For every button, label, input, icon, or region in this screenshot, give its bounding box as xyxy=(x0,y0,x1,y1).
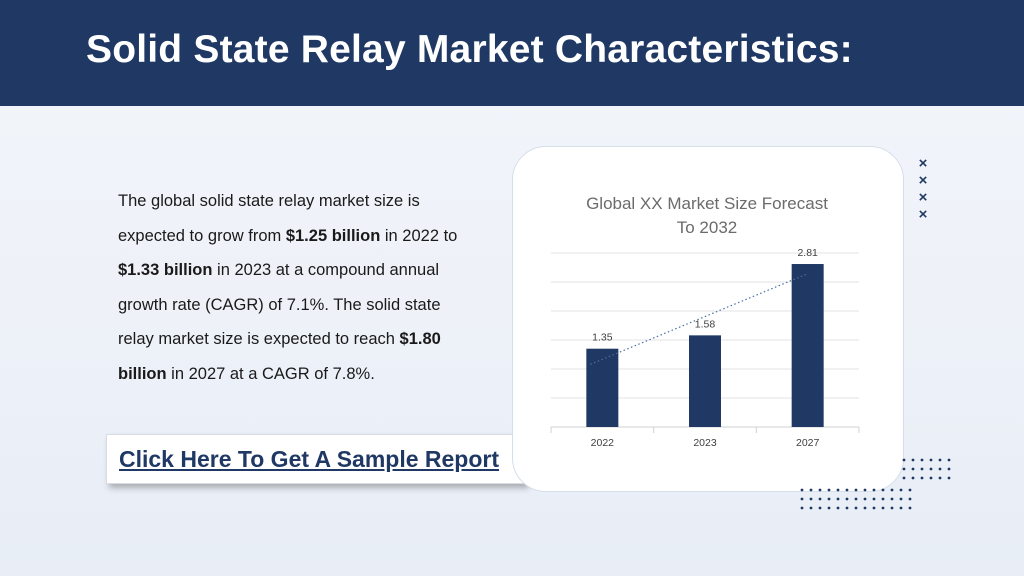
dot xyxy=(920,476,924,480)
x-mark-icon: × xyxy=(918,206,928,223)
dot xyxy=(899,506,903,510)
dot-grid-decoration-bottom xyxy=(800,488,912,510)
dot xyxy=(872,488,876,492)
page-title: Solid State Relay Market Characteristics… xyxy=(86,28,853,71)
dot xyxy=(845,488,849,492)
dot xyxy=(890,506,894,510)
bar-2022 xyxy=(586,348,619,427)
x-mark-icon: × xyxy=(918,189,928,206)
dot xyxy=(827,506,831,510)
dot xyxy=(947,467,951,471)
bar-2023 xyxy=(689,335,721,427)
desc-text-3: in 2023 at a compound annual growth rate… xyxy=(118,261,441,348)
dot xyxy=(863,506,867,510)
dot xyxy=(899,488,903,492)
dot xyxy=(809,506,813,510)
dot xyxy=(800,506,804,510)
dot xyxy=(836,506,840,510)
desc-bold-2: $1.33 billion xyxy=(118,261,213,279)
sample-report-button[interactable]: Click Here To Get A Sample Report xyxy=(106,434,526,484)
desc-bold-3: $1.80 billion xyxy=(118,330,441,383)
dot xyxy=(854,497,858,501)
dot xyxy=(818,497,822,501)
data-label-2022: 1.35 xyxy=(592,332,613,344)
dot xyxy=(890,488,894,492)
dot xyxy=(872,506,876,510)
dot xyxy=(929,476,933,480)
dot xyxy=(947,458,951,462)
desc-text-1: The global solid state relay market size… xyxy=(118,192,420,245)
header-bar: Solid State Relay Market Characteristics… xyxy=(0,0,1024,106)
dot xyxy=(908,497,912,501)
chart-title: Global XX Market Size Forecast To 2032 xyxy=(586,194,828,237)
dot xyxy=(938,458,942,462)
dot xyxy=(890,497,894,501)
dot xyxy=(881,488,885,492)
chart-card: Global XX Market Size Forecast To 2032 1.3… xyxy=(512,146,904,492)
dot xyxy=(899,497,903,501)
dot xyxy=(902,476,906,480)
dot xyxy=(938,467,942,471)
dot xyxy=(800,488,804,492)
dot xyxy=(911,476,915,480)
dot xyxy=(836,497,840,501)
dot xyxy=(854,506,858,510)
dot xyxy=(818,488,822,492)
trendline xyxy=(590,273,808,365)
dot xyxy=(911,467,915,471)
bar-2027 xyxy=(791,264,824,427)
dot xyxy=(920,458,924,462)
dot xyxy=(929,467,933,471)
dot xyxy=(800,497,804,501)
dot xyxy=(920,467,924,471)
dot xyxy=(902,467,906,471)
x-tick-label-2023: 2023 xyxy=(693,437,717,449)
dot xyxy=(881,497,885,501)
dot xyxy=(947,476,951,480)
dot xyxy=(863,488,867,492)
dot xyxy=(938,476,942,480)
sample-report-link[interactable]: Click Here To Get A Sample Report xyxy=(119,446,500,472)
data-label-2023: 1.58 xyxy=(695,318,716,330)
desc-bold-1: $1.25 billion xyxy=(285,226,381,245)
x-mark-icon: × xyxy=(918,172,928,189)
dot xyxy=(929,458,933,462)
dot xyxy=(809,497,813,501)
dot xyxy=(827,488,831,492)
dot xyxy=(908,506,912,510)
dot xyxy=(881,506,885,510)
x-mark-icon: × xyxy=(918,155,928,172)
desc-text-4: in 2027 at a CAGR of 7.8%. xyxy=(166,364,375,383)
dot xyxy=(845,497,849,501)
dot xyxy=(809,488,813,492)
dot xyxy=(911,458,915,462)
dot xyxy=(902,458,906,462)
x-tick-label-2022: 2022 xyxy=(591,437,615,449)
dot xyxy=(872,497,876,501)
description-paragraph: The global solid state relay market size… xyxy=(118,184,458,391)
dot-grid-decoration-top xyxy=(902,458,951,480)
desc-text-2: in 2022 to xyxy=(380,226,458,245)
dot xyxy=(827,497,831,501)
dot xyxy=(863,497,867,501)
dot xyxy=(818,506,822,510)
dot xyxy=(845,506,849,510)
dot xyxy=(854,488,858,492)
data-label-2027: 2.81 xyxy=(797,247,818,259)
x-tick-label-2027: 2027 xyxy=(796,437,820,449)
dot xyxy=(836,488,840,492)
dot xyxy=(908,488,912,492)
bar-chart: Global XX Market Size Forecast To 2032 1.3… xyxy=(550,194,860,449)
x-marks-decoration: × × × × xyxy=(914,155,932,223)
